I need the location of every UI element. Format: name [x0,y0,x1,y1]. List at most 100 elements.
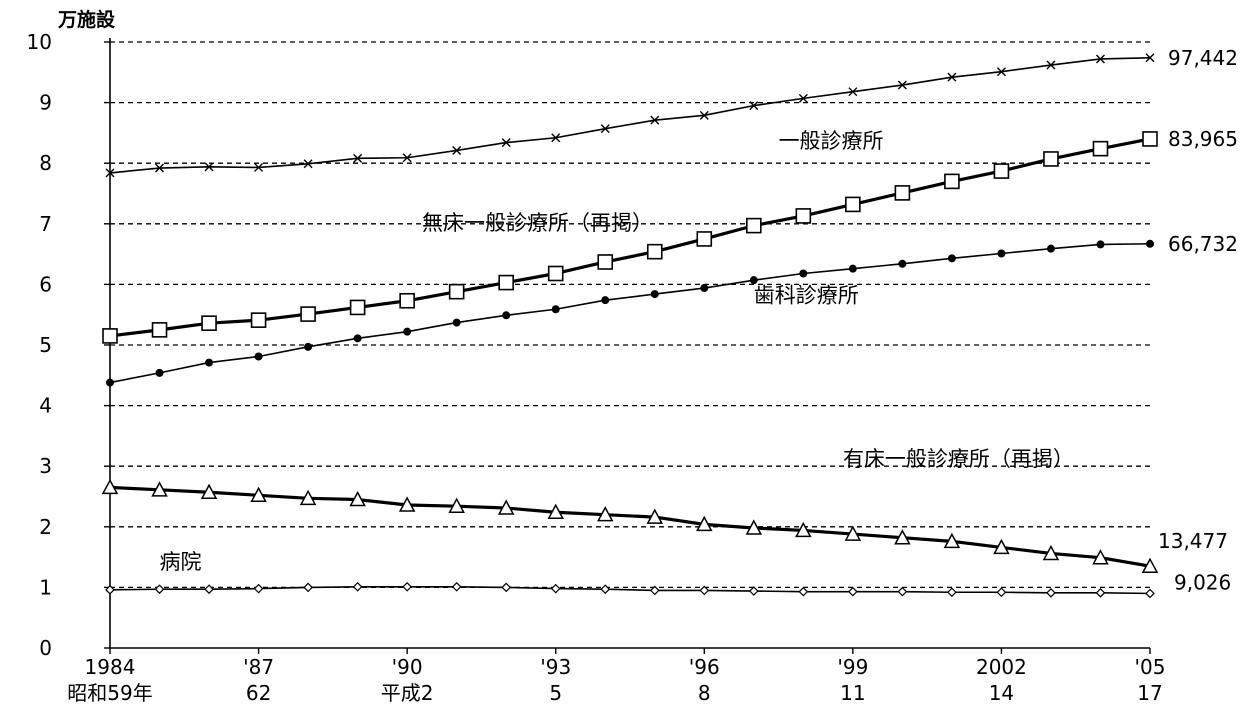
data-point-0-2005 [1145,53,1155,63]
data-point-2-1990 [403,327,412,336]
data-point-0-1995 [650,115,660,125]
axes [104,38,1151,654]
series-label-3: 有床一般診療所（再掲） [843,447,1074,471]
data-point-1-1994 [597,254,614,270]
data-point-3-1988 [299,489,317,506]
data-point-2-1991 [452,318,461,327]
data-point-2-1993 [551,305,560,314]
data-point-3-2002 [993,538,1010,555]
data-point-3-1986 [200,483,218,500]
y-tick-label-5: 5 [39,333,52,357]
data-point-1-2005 [1142,131,1158,147]
data-point-4-2005 [1145,588,1155,599]
x-tick-label-top-1987: '87 [243,655,274,679]
data-point-2-2001 [947,254,956,263]
data-point-2-1997 [749,276,758,285]
data-point-1-2001 [944,173,960,190]
data-point-2-1984 [106,378,114,387]
data-point-4-2002 [996,587,1007,598]
data-point-1-1985 [151,322,168,338]
data-point-3-2003 [1042,544,1060,561]
y-tick-label-10: 10 [27,30,52,54]
data-point-4-1991 [451,581,462,592]
data-point-2-1996 [700,284,709,293]
data-point-3-1994 [596,506,614,522]
x-tick-label-bottom-1993: 5 [549,681,562,705]
x-tick-label-bottom-1999: 11 [840,681,865,705]
data-point-4-2001 [947,587,957,598]
data-point-2-1986 [205,358,214,367]
x-tick-label-top-1996: '96 [689,655,720,679]
data-point-0-1986 [204,162,214,172]
x-tick-label-top-1984: 1984 [85,655,136,679]
data-point-4-1998 [798,586,809,597]
data-point-2-2002 [997,249,1006,258]
data-point-2-1989 [353,334,362,343]
data-point-1-2003 [1043,151,1059,167]
y-tick-label-2: 2 [39,515,52,539]
data-point-0-1985 [155,163,165,173]
x-tick-label-top-1999: '99 [837,655,868,679]
data-point-2-1998 [799,269,808,278]
data-point-3-2005 [1141,557,1159,573]
grid-lines [110,41,1150,589]
data-point-1-1993 [547,265,564,282]
data-point-4-2004 [1095,588,1106,598]
end-value-label-0: 97,442 [1168,46,1238,70]
y-tick-labels: 0 1 2 3 4 5 6 7 8 9 10 [27,30,52,660]
data-point-1-1990 [399,292,415,309]
data-point-1-2004 [1092,140,1109,157]
x-tick-label-bottom-1987: 62 [246,681,271,705]
series-2 [106,239,1154,387]
series-label-4: 病院 [160,550,202,574]
data-point-3-1996 [696,515,713,532]
data-point-1-1992 [498,274,514,291]
data-point-0-1993 [551,133,561,143]
data-point-0-1984 [105,168,115,178]
data-point-3-1990 [398,496,416,512]
y-tick-label-9: 9 [39,91,52,115]
end-value-labels: 97,442 83,965 66,732 13,477 9,026 [1158,46,1238,595]
data-point-4-1995 [649,585,660,596]
x-tick-label-top-1990: '90 [392,655,423,679]
data-point-4-1992 [501,582,512,593]
data-point-0-1994 [600,124,610,134]
x-tick-label-bottom-2002: 14 [989,681,1014,705]
data-point-0-2004 [1095,54,1105,64]
data-point-3-1987 [250,486,267,503]
data-point-4-1986 [204,584,214,595]
data-point-1-1995 [646,243,663,260]
data-point-2-2005 [1146,239,1154,248]
data-point-3-1984 [101,478,119,495]
data-point-2-1987 [254,352,263,361]
data-point-0-2000 [897,80,907,90]
data-point-4-2003 [1046,588,1056,598]
x-tick-label-bottom-1984: 昭和59年 [67,681,152,705]
data-point-0-1988 [303,159,313,169]
data-point-0-1996 [699,110,709,120]
data-point-4-1999 [848,586,858,597]
data-point-1-1989 [349,299,366,316]
data-point-0-1990 [402,153,412,163]
series-0 [105,53,1155,178]
x-tick-label-top-2005: '05 [1135,655,1166,679]
data-point-4-1985 [154,584,165,595]
data-point-1-2000 [894,185,911,201]
data-point-4-1997 [748,586,759,596]
data-point-1-1991 [448,283,465,300]
data-point-2-1995 [650,290,659,299]
x-tick-label-bottom-1990: 平成2 [381,681,434,705]
x-tick-label-bottom-1996: 8 [698,681,711,705]
data-point-0-1989 [353,153,363,163]
series-group [101,53,1159,599]
end-value-label-1: 83,965 [1168,127,1238,151]
data-point-4-1996 [699,585,710,596]
y-tick-label-4: 4 [39,394,52,418]
data-point-2-1994 [601,296,610,305]
end-value-label-4: 9,026 [1174,570,1231,594]
data-point-3-1993 [547,503,564,520]
series-line-4 [109,585,1151,595]
series-1 [102,131,1158,344]
data-point-3-2000 [894,529,911,545]
